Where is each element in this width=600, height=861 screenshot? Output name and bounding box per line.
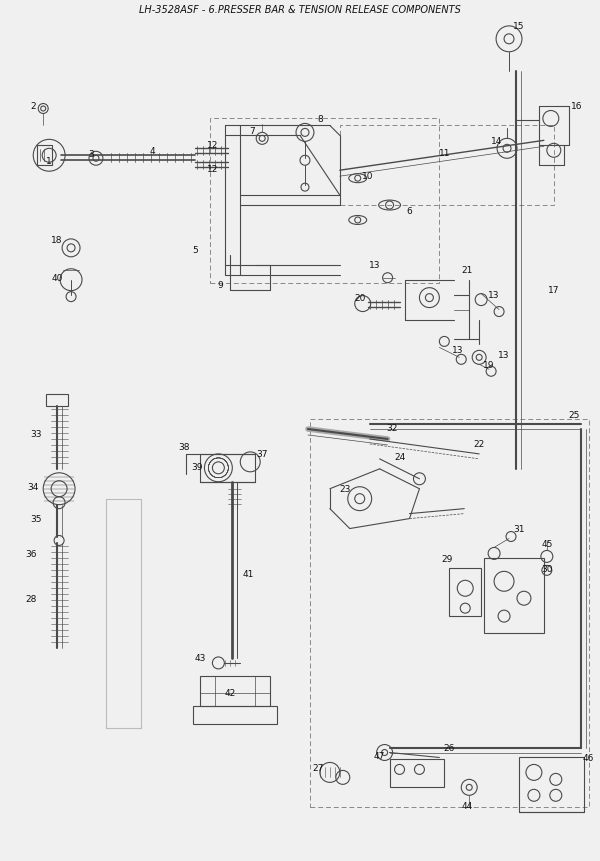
Text: 22: 22 xyxy=(473,440,485,449)
Text: 28: 28 xyxy=(26,594,37,603)
Text: 15: 15 xyxy=(513,22,525,31)
Text: 41: 41 xyxy=(242,569,254,579)
Bar xyxy=(519,758,584,812)
Text: 27: 27 xyxy=(312,763,323,772)
Bar xyxy=(484,559,544,634)
Text: 40: 40 xyxy=(52,274,63,283)
Text: 9: 9 xyxy=(217,281,223,290)
Text: 8: 8 xyxy=(317,115,323,124)
Text: 46: 46 xyxy=(583,753,595,762)
Bar xyxy=(37,146,52,166)
Text: 33: 33 xyxy=(31,430,42,439)
Text: 42: 42 xyxy=(224,689,236,697)
Text: 17: 17 xyxy=(548,286,560,294)
Bar xyxy=(389,759,445,788)
Text: 43: 43 xyxy=(195,653,206,663)
Bar xyxy=(193,706,277,724)
Bar xyxy=(200,676,270,706)
Text: 6: 6 xyxy=(407,207,412,215)
Text: 16: 16 xyxy=(571,102,583,111)
Text: 34: 34 xyxy=(28,483,39,492)
Text: 45: 45 xyxy=(541,539,553,548)
Bar xyxy=(200,455,255,482)
Text: 29: 29 xyxy=(442,554,453,563)
Bar xyxy=(310,419,589,808)
Bar xyxy=(340,127,554,206)
Text: 35: 35 xyxy=(31,515,42,523)
Text: 47: 47 xyxy=(374,751,385,760)
Text: 23: 23 xyxy=(339,485,350,493)
Text: 39: 39 xyxy=(192,463,203,472)
Text: 4: 4 xyxy=(150,146,155,156)
Text: 44: 44 xyxy=(461,801,473,810)
Bar xyxy=(46,394,68,406)
Text: 32: 32 xyxy=(386,423,397,432)
Text: 13: 13 xyxy=(369,261,380,270)
Text: 13: 13 xyxy=(452,345,463,355)
Text: 26: 26 xyxy=(443,743,455,753)
Text: 13: 13 xyxy=(499,350,510,359)
Text: LH-3528ASF - 6.PRESSER BAR & TENSION RELEASE COMPONENTS: LH-3528ASF - 6.PRESSER BAR & TENSION REL… xyxy=(139,5,461,15)
Text: 1: 1 xyxy=(46,157,52,165)
Text: 14: 14 xyxy=(491,137,503,146)
Bar xyxy=(449,569,481,616)
Text: 3: 3 xyxy=(88,150,94,158)
Text: 25: 25 xyxy=(568,410,580,419)
Text: 2: 2 xyxy=(31,102,36,111)
Text: 38: 38 xyxy=(178,443,189,452)
Text: 11: 11 xyxy=(439,149,450,158)
Text: 30: 30 xyxy=(541,564,553,573)
Text: 5: 5 xyxy=(193,246,199,255)
Text: 31: 31 xyxy=(513,524,525,534)
Text: 12: 12 xyxy=(207,140,218,150)
Text: 13: 13 xyxy=(488,291,500,300)
Text: 19: 19 xyxy=(484,361,495,369)
Text: 18: 18 xyxy=(52,236,63,245)
Text: 21: 21 xyxy=(461,266,473,275)
Text: 36: 36 xyxy=(25,549,37,558)
Text: 20: 20 xyxy=(354,294,365,303)
Bar xyxy=(211,120,439,283)
Text: 10: 10 xyxy=(362,171,373,181)
Text: 7: 7 xyxy=(250,127,255,136)
Text: 12: 12 xyxy=(207,164,218,174)
Text: 24: 24 xyxy=(394,453,405,461)
Text: 37: 37 xyxy=(256,449,268,459)
